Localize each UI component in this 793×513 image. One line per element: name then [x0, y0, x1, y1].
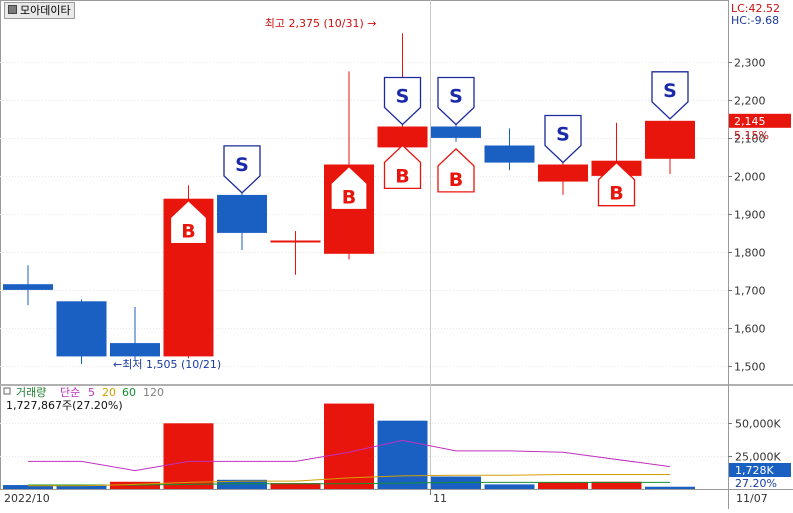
- sell-signal-marker: S: [437, 76, 475, 126]
- ma-period-5: 5: [88, 386, 95, 399]
- hc-label: HC:-9.68: [731, 14, 779, 27]
- volume-bar-10/28: [324, 403, 374, 489]
- sell-signal-label: S: [396, 86, 410, 108]
- sell-signal-shape: [651, 71, 689, 120]
- volume-tick-label: 25,000K: [735, 451, 781, 464]
- low-annotation: ←최저 1,505 (10/21): [113, 358, 221, 371]
- sell-signal-marker: S: [651, 71, 689, 120]
- sell-signal-label: S: [235, 154, 249, 176]
- volume-value-text: 1,727,867주(27.20%): [6, 399, 123, 412]
- price-tick-label: 2,200: [734, 95, 766, 108]
- candle-body: [110, 343, 160, 357]
- stock-name: 모아데이타: [20, 4, 71, 17]
- panel-divider: [0, 384, 793, 386]
- price-badge-bg: [729, 113, 791, 128]
- volume-bar-10/26: [217, 479, 267, 489]
- volume-bar-10/27: [270, 483, 321, 489]
- sell-signal-label: S: [663, 80, 677, 102]
- candle-body: [270, 240, 321, 243]
- volume-badge-text: 1,728K: [735, 464, 774, 477]
- price-badge-text: 2,145: [734, 115, 766, 128]
- sell-signal-marker: S: [383, 76, 422, 126]
- sell-signal-shape: [437, 76, 475, 126]
- volume-bar-11/03: [538, 482, 588, 489]
- price-tick-label: 1,700: [734, 285, 766, 298]
- volume-bar-10/21: [56, 485, 107, 489]
- sell-signal-shape: [544, 114, 582, 164]
- buy-signal-label: B: [342, 187, 356, 209]
- sell-signal-marker: S: [223, 145, 261, 194]
- lc-label: LC:42.52: [731, 2, 780, 15]
- volume-bar-11/07: [645, 486, 695, 489]
- candle-body: [217, 194, 267, 233]
- candle-10/21: [56, 299, 107, 364]
- x-label-end: 11/07: [736, 492, 768, 505]
- volume-panel-icon: [3, 387, 11, 395]
- price-tick-label: 1,900: [734, 209, 766, 222]
- sell-signal-label: S: [449, 86, 463, 108]
- price-tick-label: 1,800: [734, 247, 766, 260]
- candle-10/20: [3, 265, 53, 306]
- price-tick-label: 1,500: [734, 361, 766, 374]
- buy-signal-marker: B: [383, 144, 422, 190]
- volume-bar-11/04: [591, 481, 642, 489]
- candle-body: [645, 120, 695, 159]
- sell-signal-label: S: [556, 124, 570, 146]
- sell-signal-marker: S: [544, 114, 582, 164]
- volume-bar-10/25: [163, 423, 214, 489]
- volume-bar-11/02: [484, 484, 535, 489]
- candle-10/24: [110, 307, 160, 361]
- stock-name-tag[interactable]: 모아데이타: [4, 2, 75, 19]
- sell-signal-shape: [383, 76, 422, 126]
- buy-signal-marker: B: [169, 199, 208, 245]
- buy-signal-marker: B: [330, 165, 368, 211]
- volume-indicator-label: 거래량: [16, 386, 46, 399]
- buy-signal-shape: [330, 165, 368, 211]
- price-tick-label: 2,300: [734, 57, 766, 70]
- candle-10/27: [270, 231, 321, 275]
- candle-body: [3, 284, 53, 290]
- ma-period-60: 60: [122, 386, 136, 399]
- sell-signal-shape: [223, 145, 261, 194]
- candle-body: [431, 126, 481, 138]
- price-tick-label: 2,000: [734, 171, 766, 184]
- ma-period-20: 20: [102, 386, 116, 399]
- ma-period-120: 120: [143, 386, 164, 399]
- high-annotation: 최고 2,375 (10/31) →: [265, 17, 377, 30]
- stock-tag-icon: [8, 5, 17, 14]
- candle-body: [484, 145, 535, 163]
- buy-signal-shape: [383, 144, 422, 190]
- buy-signal-marker: B: [437, 148, 475, 193]
- buy-signal-marker: B: [597, 161, 636, 207]
- candle-11/07: [645, 120, 695, 174]
- buy-signal-label: B: [449, 169, 463, 191]
- volume-bar-10/31: [377, 420, 428, 489]
- x-label-month: 11: [433, 492, 447, 505]
- candle-11/02: [484, 128, 535, 171]
- ma-type-label: 단순: [60, 386, 80, 399]
- x-label-start: 2022/10: [4, 492, 50, 505]
- buy-signal-label: B: [395, 165, 409, 187]
- price-change-pct: 5.15%: [734, 129, 769, 142]
- volume-pct-text: 27.20%: [735, 477, 777, 490]
- candle-body: [56, 301, 107, 357]
- price-tick-label: 2,100: [734, 133, 766, 146]
- buy-signal-shape: [597, 161, 636, 207]
- buy-signal-shape: [437, 148, 475, 193]
- volume-ma20-line: [28, 474, 670, 487]
- volume-ma5-line: [28, 439, 671, 472]
- volume-tick-label: 50,000K: [735, 418, 781, 431]
- volume-bar-10/20: [3, 485, 53, 489]
- buy-signal-label: B: [181, 221, 195, 243]
- candle-body: [538, 164, 588, 182]
- candle-10/26: [217, 193, 267, 250]
- price-tick-label: 1,600: [734, 323, 766, 336]
- buy-signal-shape: [169, 199, 208, 245]
- candle-body: [377, 126, 428, 148]
- volume-badge-bg: [729, 463, 791, 477]
- buy-signal-label: B: [609, 183, 623, 205]
